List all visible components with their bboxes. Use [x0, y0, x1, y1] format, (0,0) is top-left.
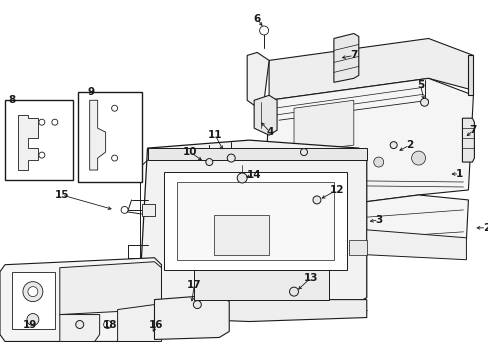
Text: 18: 18: [102, 320, 117, 329]
Circle shape: [28, 287, 38, 297]
Circle shape: [23, 282, 43, 302]
Polygon shape: [154, 294, 229, 339]
Polygon shape: [293, 100, 353, 152]
Text: 13: 13: [303, 273, 318, 283]
Text: 6: 6: [253, 14, 260, 23]
Text: 12: 12: [329, 185, 344, 195]
Text: 10: 10: [183, 147, 197, 157]
Text: 5: 5: [416, 80, 424, 90]
Polygon shape: [164, 172, 346, 270]
Polygon shape: [246, 53, 268, 105]
Polygon shape: [12, 272, 55, 329]
Circle shape: [389, 141, 396, 149]
Circle shape: [39, 119, 45, 125]
Text: 8: 8: [8, 95, 16, 105]
Polygon shape: [194, 270, 328, 300]
Circle shape: [39, 152, 45, 158]
Polygon shape: [139, 140, 366, 310]
Text: 11: 11: [207, 130, 222, 140]
Circle shape: [205, 158, 212, 166]
Bar: [141, 204, 155, 216]
Circle shape: [103, 320, 111, 329]
Circle shape: [111, 105, 118, 111]
Bar: [78, 92, 141, 182]
Circle shape: [420, 98, 427, 106]
Text: 9: 9: [87, 87, 94, 97]
Text: 16: 16: [149, 320, 163, 329]
Circle shape: [76, 320, 83, 329]
Polygon shape: [468, 55, 472, 95]
Circle shape: [237, 173, 246, 183]
Polygon shape: [147, 300, 366, 321]
Polygon shape: [333, 33, 358, 82]
Bar: [5, 100, 73, 180]
Circle shape: [27, 314, 39, 325]
Polygon shape: [348, 240, 366, 255]
Polygon shape: [118, 305, 161, 341]
Text: 2: 2: [482, 223, 488, 233]
Text: 2: 2: [405, 140, 412, 150]
Circle shape: [300, 149, 307, 156]
Polygon shape: [261, 195, 468, 258]
Text: 1: 1: [455, 169, 462, 179]
Polygon shape: [462, 118, 473, 162]
Polygon shape: [254, 95, 277, 135]
Text: 4: 4: [266, 127, 273, 137]
Text: 7: 7: [469, 125, 476, 135]
Circle shape: [373, 157, 383, 167]
Text: 17: 17: [186, 280, 201, 290]
Polygon shape: [147, 148, 366, 160]
Polygon shape: [60, 315, 100, 341]
Polygon shape: [366, 230, 466, 260]
Polygon shape: [264, 78, 472, 215]
Polygon shape: [0, 258, 161, 341]
Text: 19: 19: [22, 320, 37, 329]
Polygon shape: [214, 215, 268, 255]
Circle shape: [227, 154, 235, 162]
Text: 3: 3: [374, 215, 382, 225]
Polygon shape: [268, 39, 472, 100]
Circle shape: [121, 206, 128, 213]
Text: 15: 15: [55, 190, 69, 200]
Circle shape: [111, 155, 118, 161]
Circle shape: [411, 151, 425, 165]
Circle shape: [52, 119, 58, 125]
Polygon shape: [60, 262, 161, 315]
Text: 14: 14: [246, 170, 261, 180]
Polygon shape: [18, 115, 38, 170]
Circle shape: [312, 196, 320, 204]
Polygon shape: [89, 100, 105, 170]
Circle shape: [289, 287, 298, 296]
Circle shape: [259, 26, 268, 35]
Circle shape: [193, 301, 201, 309]
Polygon shape: [177, 182, 333, 260]
Text: 7: 7: [349, 50, 357, 60]
